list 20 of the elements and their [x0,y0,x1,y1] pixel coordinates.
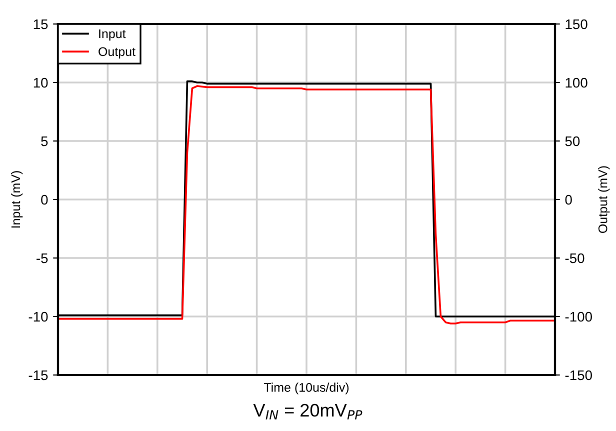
y2-tick-label: -100 [565,312,592,322]
y2-tick-label: 50 [565,136,580,146]
y2-axis-title: Output (mV) [598,166,610,233]
y2-tick-label: 0 [565,194,572,205]
legend-label: Input [99,29,126,41]
y-axis-title: Input (mV) [11,171,23,228]
y2-tick-label: -50 [565,253,584,264]
text: V$_{IN}$ = 20mV$_{PP}$ [253,404,362,420]
legend-label: Output [98,47,136,59]
y2-tick-label: -150 [565,370,592,380]
y-tick-label: -10 [28,312,48,322]
y-tick-label: -5 [36,253,48,264]
y-tick-label: -15 [28,370,48,380]
x-axis-title: Time (10us/div) [264,382,349,394]
y-tick-label: 5 [41,136,48,146]
y2-tick-label: 150 [566,19,588,30]
y-tick-label: 0 [41,194,48,205]
y2-tick-label: 100 [566,78,588,88]
y-tick-label: 10 [34,78,48,88]
y-tick-label: 15 [34,19,48,30]
